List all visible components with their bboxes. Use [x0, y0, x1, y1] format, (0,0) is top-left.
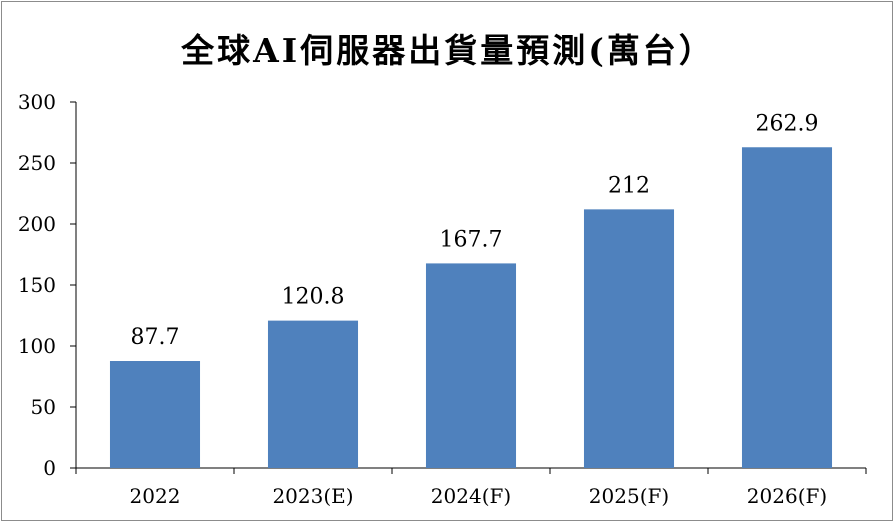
x-tick-label: 2024(F) [431, 484, 511, 508]
bars [109, 147, 833, 469]
x-tick-label: 2025(F) [589, 484, 669, 508]
data-label: 87.7 [131, 325, 180, 350]
y-tick-label: 0 [43, 456, 56, 480]
y-tick-label: 250 [18, 151, 56, 175]
data-labels: 87.7 120.8 167.7 212 262.9 [131, 111, 819, 350]
chart-title: 全球AI伺服器出貨量預測(萬台） [181, 31, 715, 70]
y-tick-label: 200 [18, 212, 56, 236]
y-tick-label: 100 [18, 334, 56, 358]
bar [109, 361, 201, 468]
data-label: 262.9 [756, 111, 819, 136]
y-tick-label: 150 [18, 273, 56, 297]
data-label: 167.7 [440, 227, 503, 252]
bar [583, 209, 675, 469]
y-tick-label: 300 [18, 90, 56, 114]
x-axis: 2022 2023(E) 2024(F) 2025(F) 2026(F) [75, 467, 867, 508]
x-tick-label: 2023(E) [272, 484, 353, 508]
y-axis: 0 50 100 150 200 250 300 [18, 90, 77, 480]
x-tick-label: 2026(F) [747, 484, 827, 508]
x-tick-label: 2022 [130, 484, 181, 508]
bar [425, 263, 517, 468]
data-label: 120.8 [282, 285, 345, 310]
bar [741, 147, 833, 468]
data-label: 212 [608, 173, 650, 198]
y-tick-label: 50 [31, 395, 56, 419]
bar [267, 320, 359, 468]
